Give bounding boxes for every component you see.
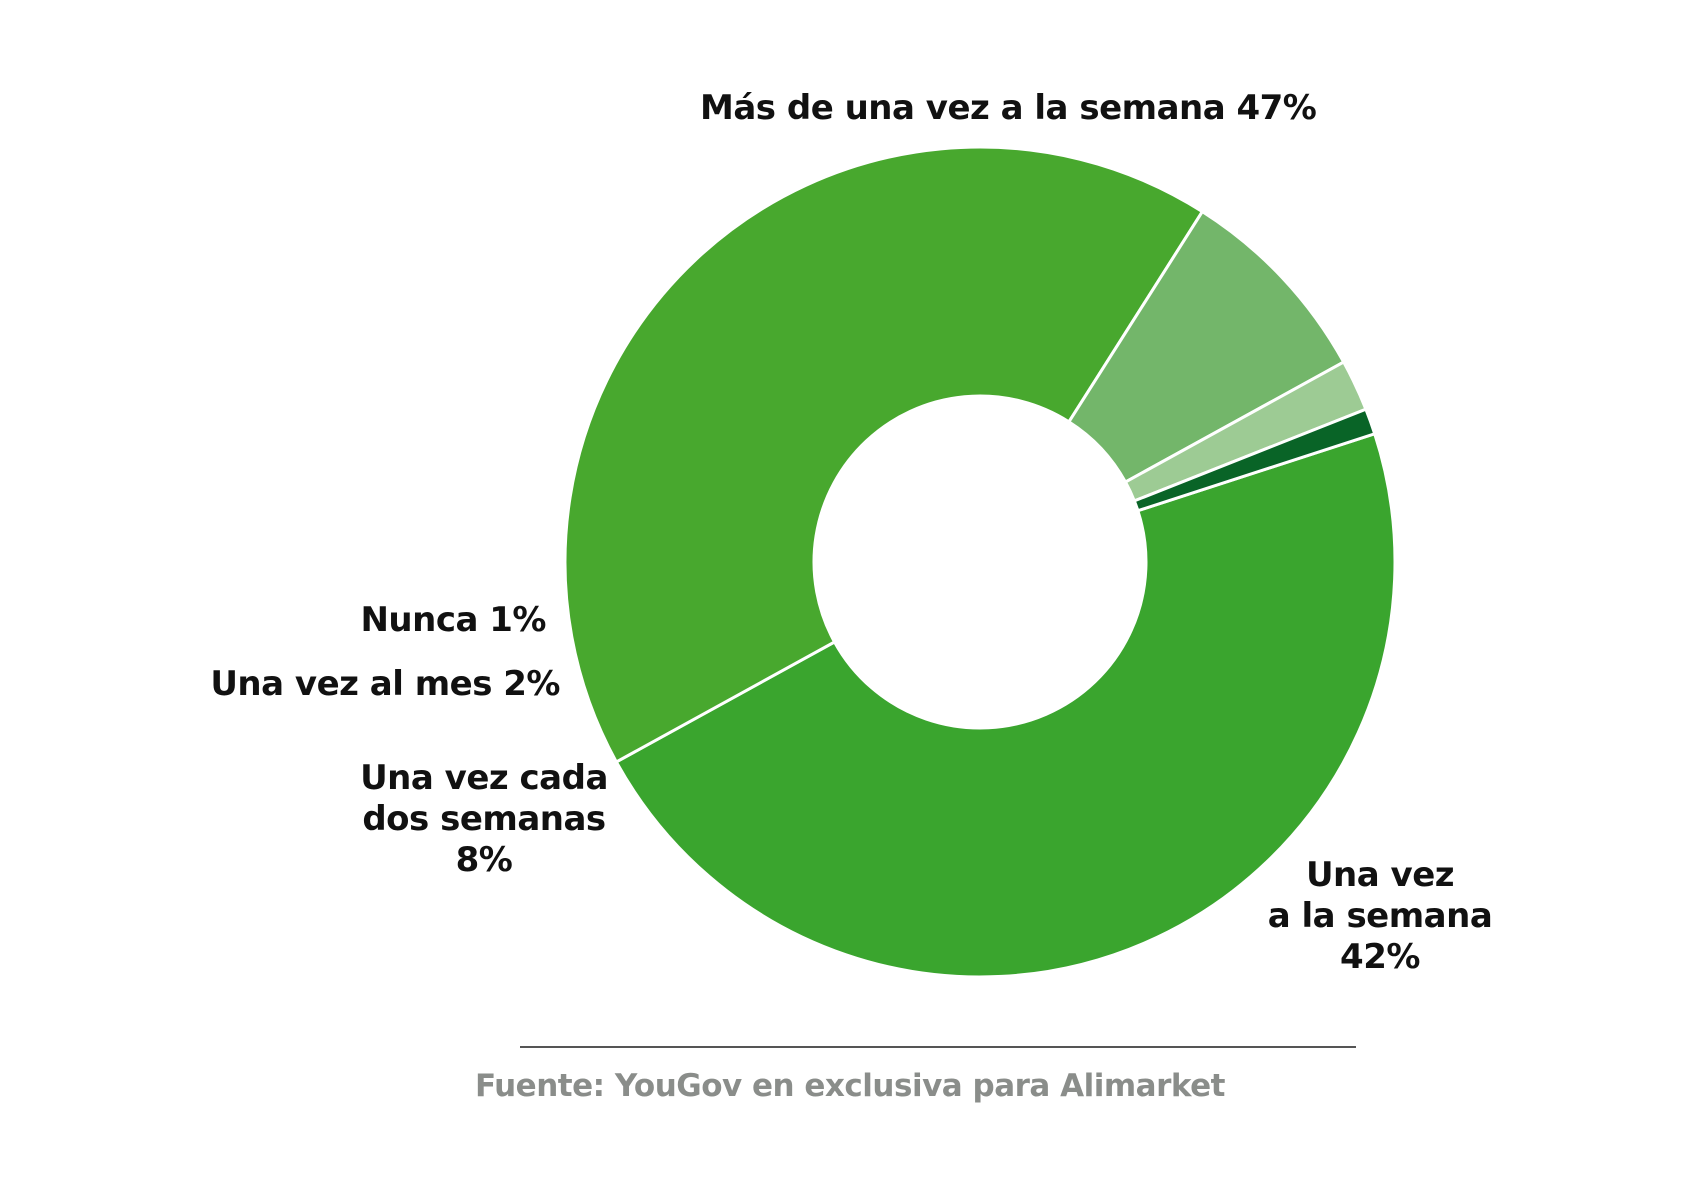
donut-slice-1 [563,145,1205,764]
label-una-vez-mes: Una vez al mes 2% [210,664,560,704]
label-cada-dos-semanas: Una vez cada dos semanas 8% [350,758,618,881]
donut-slice-2 [1066,209,1346,485]
label-line: a la semana [1267,896,1493,936]
donut-slice-0 [614,431,1397,979]
label-mas-de-una-vez: Más de una vez a la semana 47% [700,88,1317,128]
label-line: Una vez cada [360,758,608,798]
source-note: Fuente: YouGov en exclusiva para Alimark… [474,1068,1226,1104]
label-line: dos semanas [362,799,606,839]
label-line: Una vez [1305,855,1455,895]
label-value: 8% [455,840,513,880]
donut-slice-4 [1132,407,1377,513]
label-una-vez-semana: Una vez a la semana 42% [1255,855,1505,978]
label-value: 42% [1340,937,1420,977]
label-nunca: Nunca 1% [360,600,546,640]
divider [520,1046,1356,1048]
